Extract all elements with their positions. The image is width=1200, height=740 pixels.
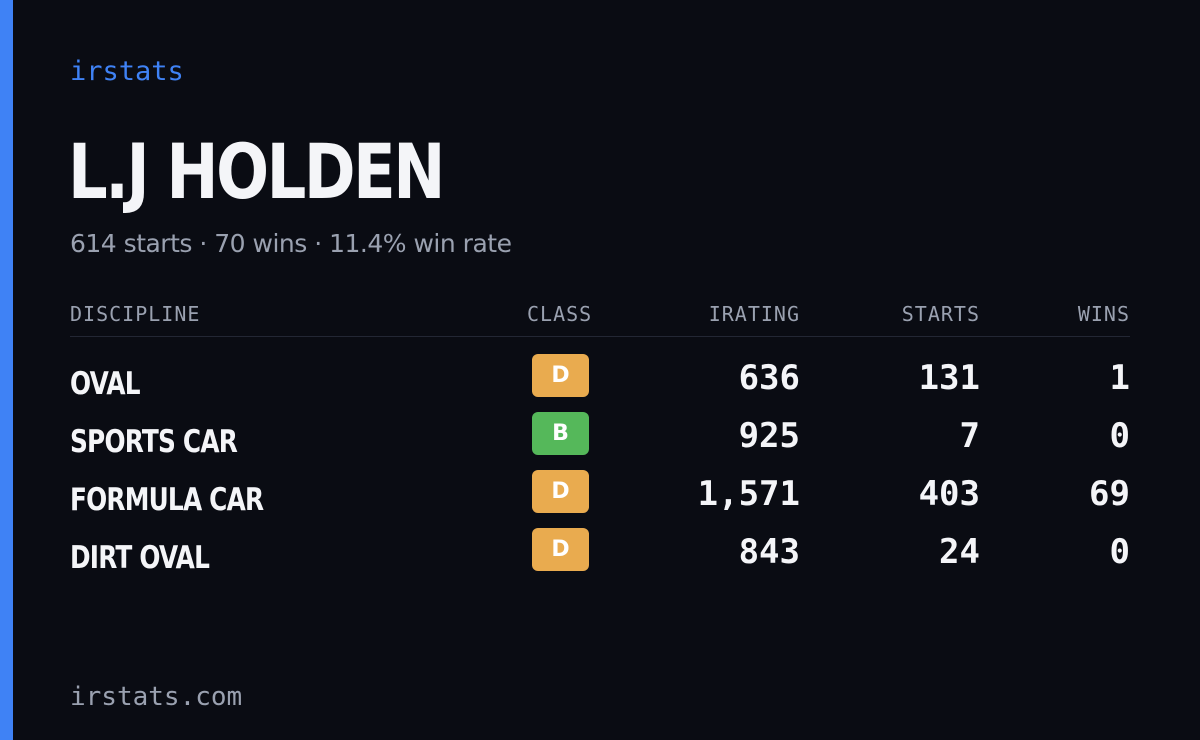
irating-value: 1,571 [697, 474, 800, 514]
header-discipline: DISCIPLINE [70, 302, 201, 326]
class-badge: B [532, 412, 589, 455]
starts-value: 24 [939, 532, 980, 572]
header-divider [70, 336, 1130, 337]
table-row: OVAL D 636 131 1 [0, 354, 1200, 412]
table-row: DIRT OVAL D 843 24 0 [0, 528, 1200, 586]
irating-value: 636 [738, 358, 800, 398]
class-badge: D [532, 354, 589, 397]
table-row: SPORTS CAR B 925 7 0 [0, 412, 1200, 470]
wins-value: 1 [1109, 358, 1130, 398]
table-row: FORMULA CAR D 1,571 403 69 [0, 470, 1200, 528]
footer-domain: irstats.com [70, 682, 243, 712]
wins-value: 0 [1109, 416, 1130, 456]
wins-value: 69 [1089, 474, 1130, 514]
class-badge: D [532, 470, 589, 513]
header-class: CLASS [527, 302, 593, 326]
class-badge: D [532, 528, 589, 571]
header-starts: STARTS [901, 302, 980, 326]
header-irating: IRATING [708, 302, 800, 326]
player-summary: 614 starts · 70 wins · 11.4% win rate [70, 229, 512, 258]
discipline-name: DIRT OVAL [70, 540, 210, 576]
brand-logo: irstats [70, 56, 184, 87]
player-name: L.J HOLDEN [68, 127, 445, 216]
irating-value: 925 [738, 416, 800, 456]
accent-bar [0, 0, 13, 740]
starts-value: 7 [959, 416, 980, 456]
irating-value: 843 [738, 532, 800, 572]
starts-value: 403 [918, 474, 980, 514]
discipline-name: FORMULA CAR [70, 482, 264, 518]
discipline-name: SPORTS CAR [70, 424, 238, 460]
header-wins: WINS [1077, 302, 1130, 326]
wins-value: 0 [1109, 532, 1130, 572]
starts-value: 131 [918, 358, 980, 398]
discipline-name: OVAL [70, 366, 141, 402]
